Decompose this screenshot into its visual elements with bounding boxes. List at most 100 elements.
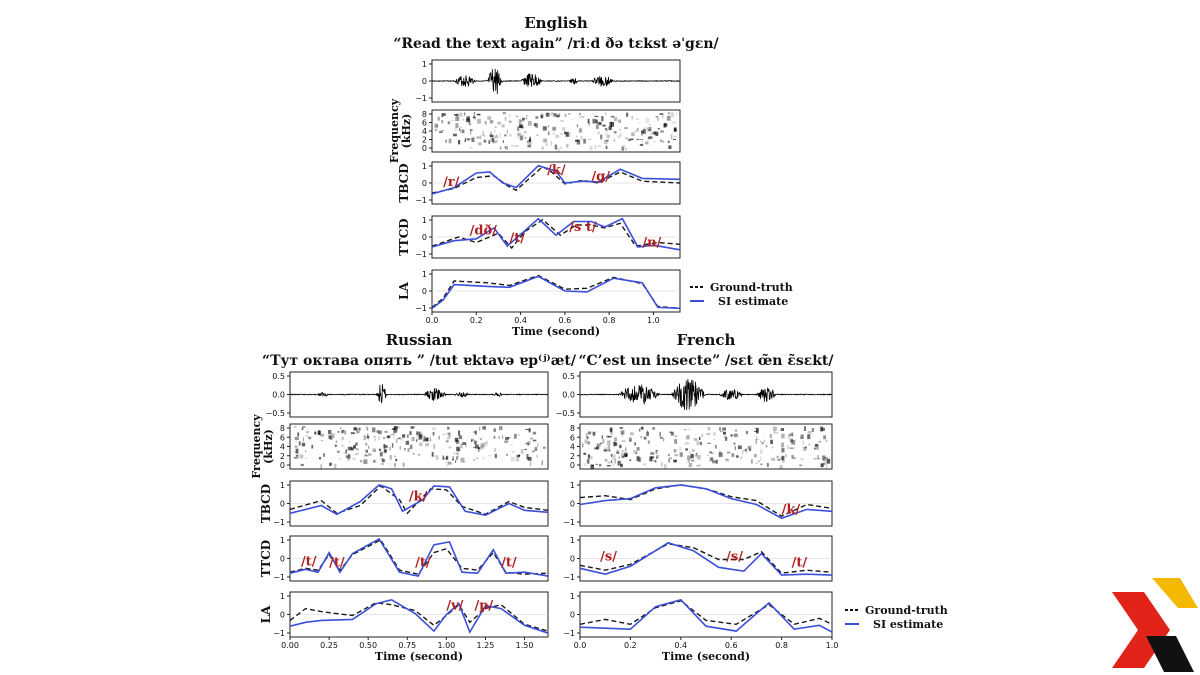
spectrogram-cell bbox=[607, 440, 611, 446]
phoneme-label: /r/ bbox=[443, 175, 460, 190]
spectrogram-cell bbox=[564, 113, 567, 117]
spectrogram-cell bbox=[638, 428, 641, 432]
spectrogram-cell bbox=[407, 434, 409, 438]
spectrogram-cell bbox=[738, 445, 742, 450]
spectrogram-cell bbox=[377, 430, 382, 435]
chart-title: French bbox=[677, 331, 736, 349]
axes-la: 1 0 −1 bbox=[563, 591, 833, 638]
spectrogram-cell bbox=[700, 463, 701, 466]
spectrogram-cell bbox=[345, 455, 349, 459]
spectrogram-cell bbox=[655, 449, 658, 455]
spectrogram-cell bbox=[479, 438, 482, 441]
spectrogram-cell bbox=[506, 129, 508, 134]
spectrogram-cell bbox=[613, 441, 616, 447]
x-axis-label: Time (second) bbox=[512, 325, 600, 338]
spectrogram-cell bbox=[617, 460, 621, 466]
spectrogram-cell bbox=[359, 460, 363, 463]
spectrogram-cell bbox=[477, 118, 481, 124]
spectrogram-cell bbox=[541, 460, 543, 466]
spectrogram-cell bbox=[647, 138, 650, 141]
spectrogram-cell bbox=[713, 432, 716, 436]
spectrogram-cell bbox=[596, 446, 600, 450]
spectrogram-cell bbox=[311, 444, 314, 449]
spectrogram-cell bbox=[576, 139, 581, 145]
axes-tbcd: 1 0 −1/k/TBCD bbox=[259, 480, 549, 527]
spectrogram-cell bbox=[623, 456, 626, 458]
spectrogram-cell bbox=[802, 447, 807, 451]
spectrogram-cell bbox=[647, 136, 652, 139]
spectrogram-cell bbox=[504, 146, 506, 149]
spectrogram-cell bbox=[670, 134, 673, 140]
spectrogram-cell bbox=[776, 455, 779, 459]
spectrogram-cell bbox=[467, 117, 470, 123]
y-tick-label: 2 bbox=[570, 452, 575, 461]
spectrogram-cell bbox=[648, 128, 651, 132]
spectrogram-cell bbox=[579, 127, 582, 133]
spectrogram-cell bbox=[522, 117, 525, 121]
spectrogram-cell bbox=[328, 435, 331, 439]
spectrogram-cell bbox=[517, 126, 520, 132]
spectrogram-cell bbox=[516, 454, 519, 458]
spectrogram-cell bbox=[547, 125, 550, 128]
spectrogram-cell bbox=[588, 138, 592, 140]
spectrogram-cell bbox=[294, 445, 298, 448]
spectrogram-cell bbox=[620, 463, 623, 468]
spectrogram-cell bbox=[638, 122, 641, 124]
spectrogram-cell bbox=[328, 430, 332, 435]
spectrogram-cell bbox=[707, 426, 711, 431]
spectrogram-cell bbox=[462, 118, 464, 121]
phoneme-label: /k/ bbox=[782, 502, 801, 517]
spectrogram-cell bbox=[467, 139, 469, 142]
spectrogram-cell bbox=[817, 455, 819, 460]
spectrogram-cell bbox=[760, 440, 762, 442]
si-estimate-line bbox=[289, 484, 549, 517]
spectrogram-cell bbox=[605, 139, 609, 142]
x-axis-label: Time (second) bbox=[662, 650, 750, 663]
spectrogram-cell bbox=[334, 444, 337, 447]
row-label-la: LA bbox=[259, 605, 273, 623]
spectrogram-cell bbox=[353, 457, 356, 459]
spectrogram-cell bbox=[612, 454, 616, 460]
spectrogram-cell bbox=[820, 463, 824, 468]
spectrogram-cell bbox=[347, 446, 352, 451]
spectrogram-cell bbox=[667, 453, 670, 457]
spectrogram-cell bbox=[789, 447, 794, 449]
spectrogram-cell bbox=[372, 448, 377, 452]
spectrogram-cell bbox=[566, 144, 569, 148]
spectrogram-cell bbox=[613, 138, 616, 142]
spectrogram-cell bbox=[628, 437, 632, 442]
spectrogram-cell bbox=[494, 126, 497, 128]
spectrogram-cell bbox=[493, 428, 496, 432]
spectrogram-cell bbox=[684, 429, 686, 431]
spectrogram-cell bbox=[515, 457, 519, 462]
spectrogram-cell bbox=[323, 453, 325, 457]
spectrogram-cell bbox=[568, 132, 571, 137]
legend-estimate-label: SI estimate bbox=[718, 295, 788, 308]
spectrogram-cell bbox=[399, 438, 404, 441]
spectrogram-cell bbox=[666, 115, 671, 121]
spectrogram-cell bbox=[655, 450, 658, 452]
spectrogram-cell bbox=[674, 435, 677, 438]
spectrogram-cell bbox=[411, 437, 415, 442]
spectrogram-cell bbox=[756, 436, 758, 438]
spectrogram-cell bbox=[410, 426, 415, 429]
spectrogram-cell bbox=[516, 137, 520, 139]
spectrogram-cell bbox=[760, 463, 763, 466]
chart-subtitle: “Тут октава опять ” /tut ɐktavə ɐp⁽ʲ⁾æt/ bbox=[262, 353, 577, 369]
axes-tbcd: 1 0 −1/r/ /k/ /g/TBCD bbox=[397, 161, 681, 205]
spectrogram-cell bbox=[770, 439, 773, 445]
spectrogram-cell bbox=[460, 129, 462, 134]
spectrogram-cell bbox=[689, 452, 691, 454]
row-label-text: (kHz) bbox=[262, 429, 275, 464]
spectrogram-cell bbox=[606, 134, 610, 139]
spectrogram-cell bbox=[711, 457, 713, 461]
spectrogram-cell bbox=[564, 131, 567, 135]
phoneme-label: /t/ bbox=[329, 555, 345, 570]
spectrogram-cell bbox=[519, 135, 524, 141]
spectrogram-cell bbox=[355, 448, 359, 451]
spectrogram-cell bbox=[441, 113, 444, 118]
spectrogram-cell bbox=[653, 460, 656, 462]
spectrogram-cell bbox=[529, 437, 534, 440]
spectrogram-cell bbox=[662, 115, 664, 117]
spectrogram-cell bbox=[560, 120, 564, 122]
